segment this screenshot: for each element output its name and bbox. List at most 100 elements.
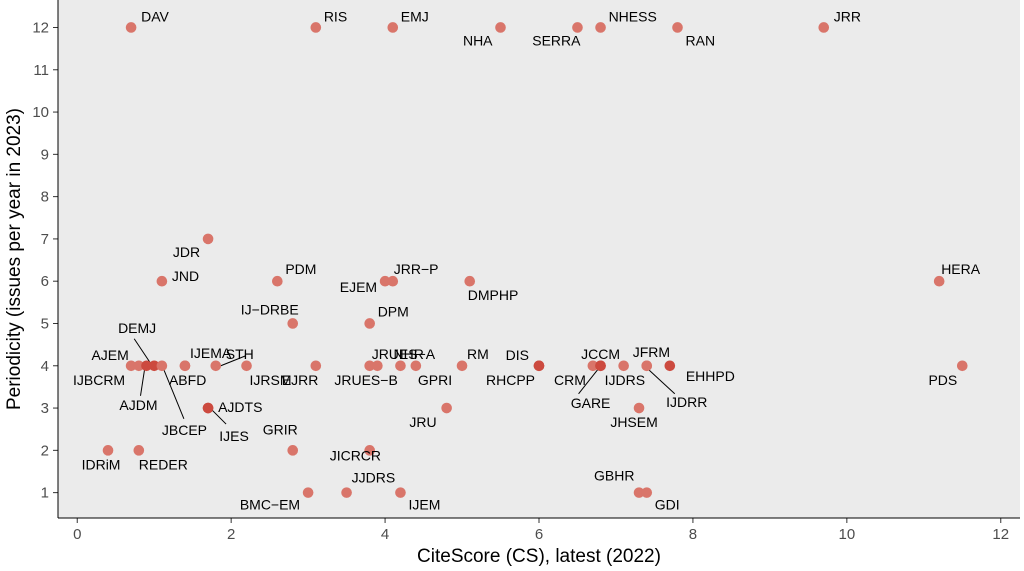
data-point <box>533 360 545 372</box>
y-tick-label: 2 <box>41 442 49 459</box>
x-tick-label: 6 <box>535 526 543 543</box>
point-label: AJEM <box>91 347 128 363</box>
point-label: BMC−EM <box>240 497 300 513</box>
y-tick-label: 7 <box>41 231 49 248</box>
data-point <box>456 360 468 372</box>
point-label: IJEMA <box>190 345 232 361</box>
point-label: PDS <box>928 372 957 388</box>
point-label: GARE <box>571 395 611 411</box>
data-point <box>672 22 683 33</box>
data-point <box>272 275 283 287</box>
leader-line <box>211 409 227 425</box>
data-point <box>125 22 137 33</box>
data-point <box>156 360 168 372</box>
data-point <box>341 487 352 498</box>
point-label: IJDRS <box>605 372 645 388</box>
point-label: AJDTS <box>218 399 262 415</box>
point-label: IJDRR <box>666 394 707 410</box>
y-tick-label: 1 <box>41 485 49 502</box>
point-label: EJEM <box>340 279 377 295</box>
x-axis-title: CiteScore (CS), latest (2022) <box>417 546 661 567</box>
point-label: NHESS <box>609 8 657 24</box>
data-point <box>387 22 399 33</box>
x-tick-label: 8 <box>689 526 697 543</box>
leader-line <box>133 338 151 364</box>
point-label: DIS <box>506 347 529 363</box>
point-label: RAN <box>686 32 716 48</box>
data-point <box>587 360 599 372</box>
point-label: IDRiM <box>82 456 121 472</box>
data-point <box>595 22 606 33</box>
plot-panel <box>58 0 1020 518</box>
leader-line <box>140 369 145 396</box>
data-point <box>364 318 375 329</box>
x-tick-label: 4 <box>381 526 389 543</box>
y-tick-label: 11 <box>33 62 49 79</box>
point-label: JRR <box>834 8 861 24</box>
x-tick-label: 12 <box>992 526 1009 543</box>
point-label: PDM <box>285 261 316 277</box>
data-point <box>310 22 322 33</box>
data-point <box>379 275 391 287</box>
label-leader-lines <box>133 338 676 425</box>
point-label: JJDRS <box>352 470 396 486</box>
data-point <box>395 360 406 372</box>
data-point <box>156 275 168 287</box>
point-label: EJRR <box>282 372 319 388</box>
data-point <box>372 360 383 372</box>
data-point <box>241 360 252 372</box>
point-label: JRR−P <box>394 261 439 277</box>
data-points <box>102 22 968 498</box>
leader-line <box>163 369 185 419</box>
point-label: NHR <box>393 346 423 362</box>
point-label: JRUES−A <box>372 346 436 362</box>
point-label: NHA <box>463 32 493 48</box>
data-point <box>141 360 152 372</box>
data-point <box>933 275 945 287</box>
data-point <box>202 233 214 245</box>
data-point <box>633 487 645 498</box>
point-label: DPM <box>378 303 409 319</box>
leader-line <box>648 369 676 395</box>
y-tick-label: 3 <box>41 400 49 417</box>
data-point <box>364 445 375 456</box>
data-point <box>148 360 160 372</box>
data-point <box>102 445 114 456</box>
data-point <box>302 487 314 498</box>
y-axis-title: Periodicity (issues per year in 2023) <box>4 108 25 410</box>
point-label: JHSEM <box>610 414 657 430</box>
data-point <box>818 22 830 33</box>
point-label: EMJ <box>401 8 429 24</box>
y-tick-label: 12 <box>32 19 49 36</box>
data-point <box>641 360 653 372</box>
data-point <box>664 360 676 372</box>
point-label: JND <box>172 268 199 284</box>
point-label: IJES <box>219 428 249 444</box>
point-label: AJDM <box>119 397 157 413</box>
data-point <box>210 360 222 372</box>
x-tick-label: 2 <box>227 526 235 543</box>
data-point <box>618 360 629 372</box>
data-point <box>179 360 191 372</box>
data-point <box>287 445 299 456</box>
point-label: JRUES−B <box>334 372 397 388</box>
data-point <box>133 445 145 456</box>
data-point <box>202 402 214 414</box>
point-label: SERRA <box>532 32 581 48</box>
y-tick-label: 9 <box>41 146 49 163</box>
point-label: JCCM <box>581 346 620 362</box>
point-label: RIS <box>324 8 347 24</box>
point-label: DEMJ <box>118 320 156 336</box>
y-tick-label: 8 <box>41 189 49 206</box>
data-point <box>364 360 375 372</box>
point-labels: DAV RIS EMJ NHA SERRA NHESS RAN JRR JDR JND PDM EJE… <box>73 8 981 512</box>
data-point <box>464 275 476 287</box>
y-tick-label: 10 <box>32 104 49 121</box>
data-point <box>125 360 137 372</box>
data-point <box>133 360 145 372</box>
y-tick-label: 6 <box>41 273 49 290</box>
point-label: STH <box>226 346 254 362</box>
data-point <box>495 22 506 33</box>
